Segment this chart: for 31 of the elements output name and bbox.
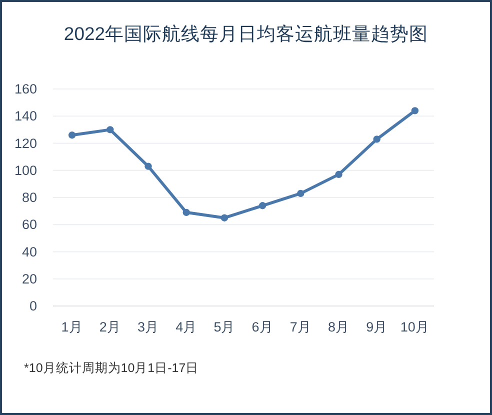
point: [68, 132, 76, 139]
point: [335, 170, 342, 178]
y-tick-label: 120: [14, 136, 37, 151]
point: [144, 162, 152, 170]
x-tick-label: 10月: [400, 320, 430, 334]
y-tick-label: 20: [22, 271, 37, 286]
point: [220, 214, 228, 222]
x-tick-label: 1月: [61, 320, 83, 334]
x-tick-label: 9月: [366, 320, 388, 334]
y-tick-label: 140: [14, 108, 37, 124]
x-tick-label: 8月: [328, 320, 350, 334]
x-tick-label: 5月: [214, 320, 236, 334]
x-tick-label: 2月: [99, 320, 121, 334]
point: [373, 136, 380, 143]
x-tick-label: 3月: [137, 320, 160, 334]
y-tick-label: 80: [22, 190, 37, 205]
point: [411, 107, 419, 114]
y-tick-label: 160: [14, 82, 37, 96]
x-tick-label: 7月: [290, 320, 312, 334]
chart-title: 2022年国际航线每月日均客运航班量趋势图: [64, 23, 428, 44]
y-tick-label: 40: [22, 244, 37, 260]
x-tick-label: 6月: [252, 320, 274, 334]
point: [182, 208, 190, 216]
y-tick-label: 0: [29, 298, 37, 314]
point: [258, 202, 266, 210]
y-tick-label: 100: [14, 162, 37, 178]
text: *10月统计周期为10月1日-17日: [24, 361, 199, 375]
point: [297, 190, 304, 198]
y-tick-label: 60: [22, 217, 37, 232]
point: [106, 126, 114, 134]
x-tick-label: 4月: [176, 320, 198, 334]
